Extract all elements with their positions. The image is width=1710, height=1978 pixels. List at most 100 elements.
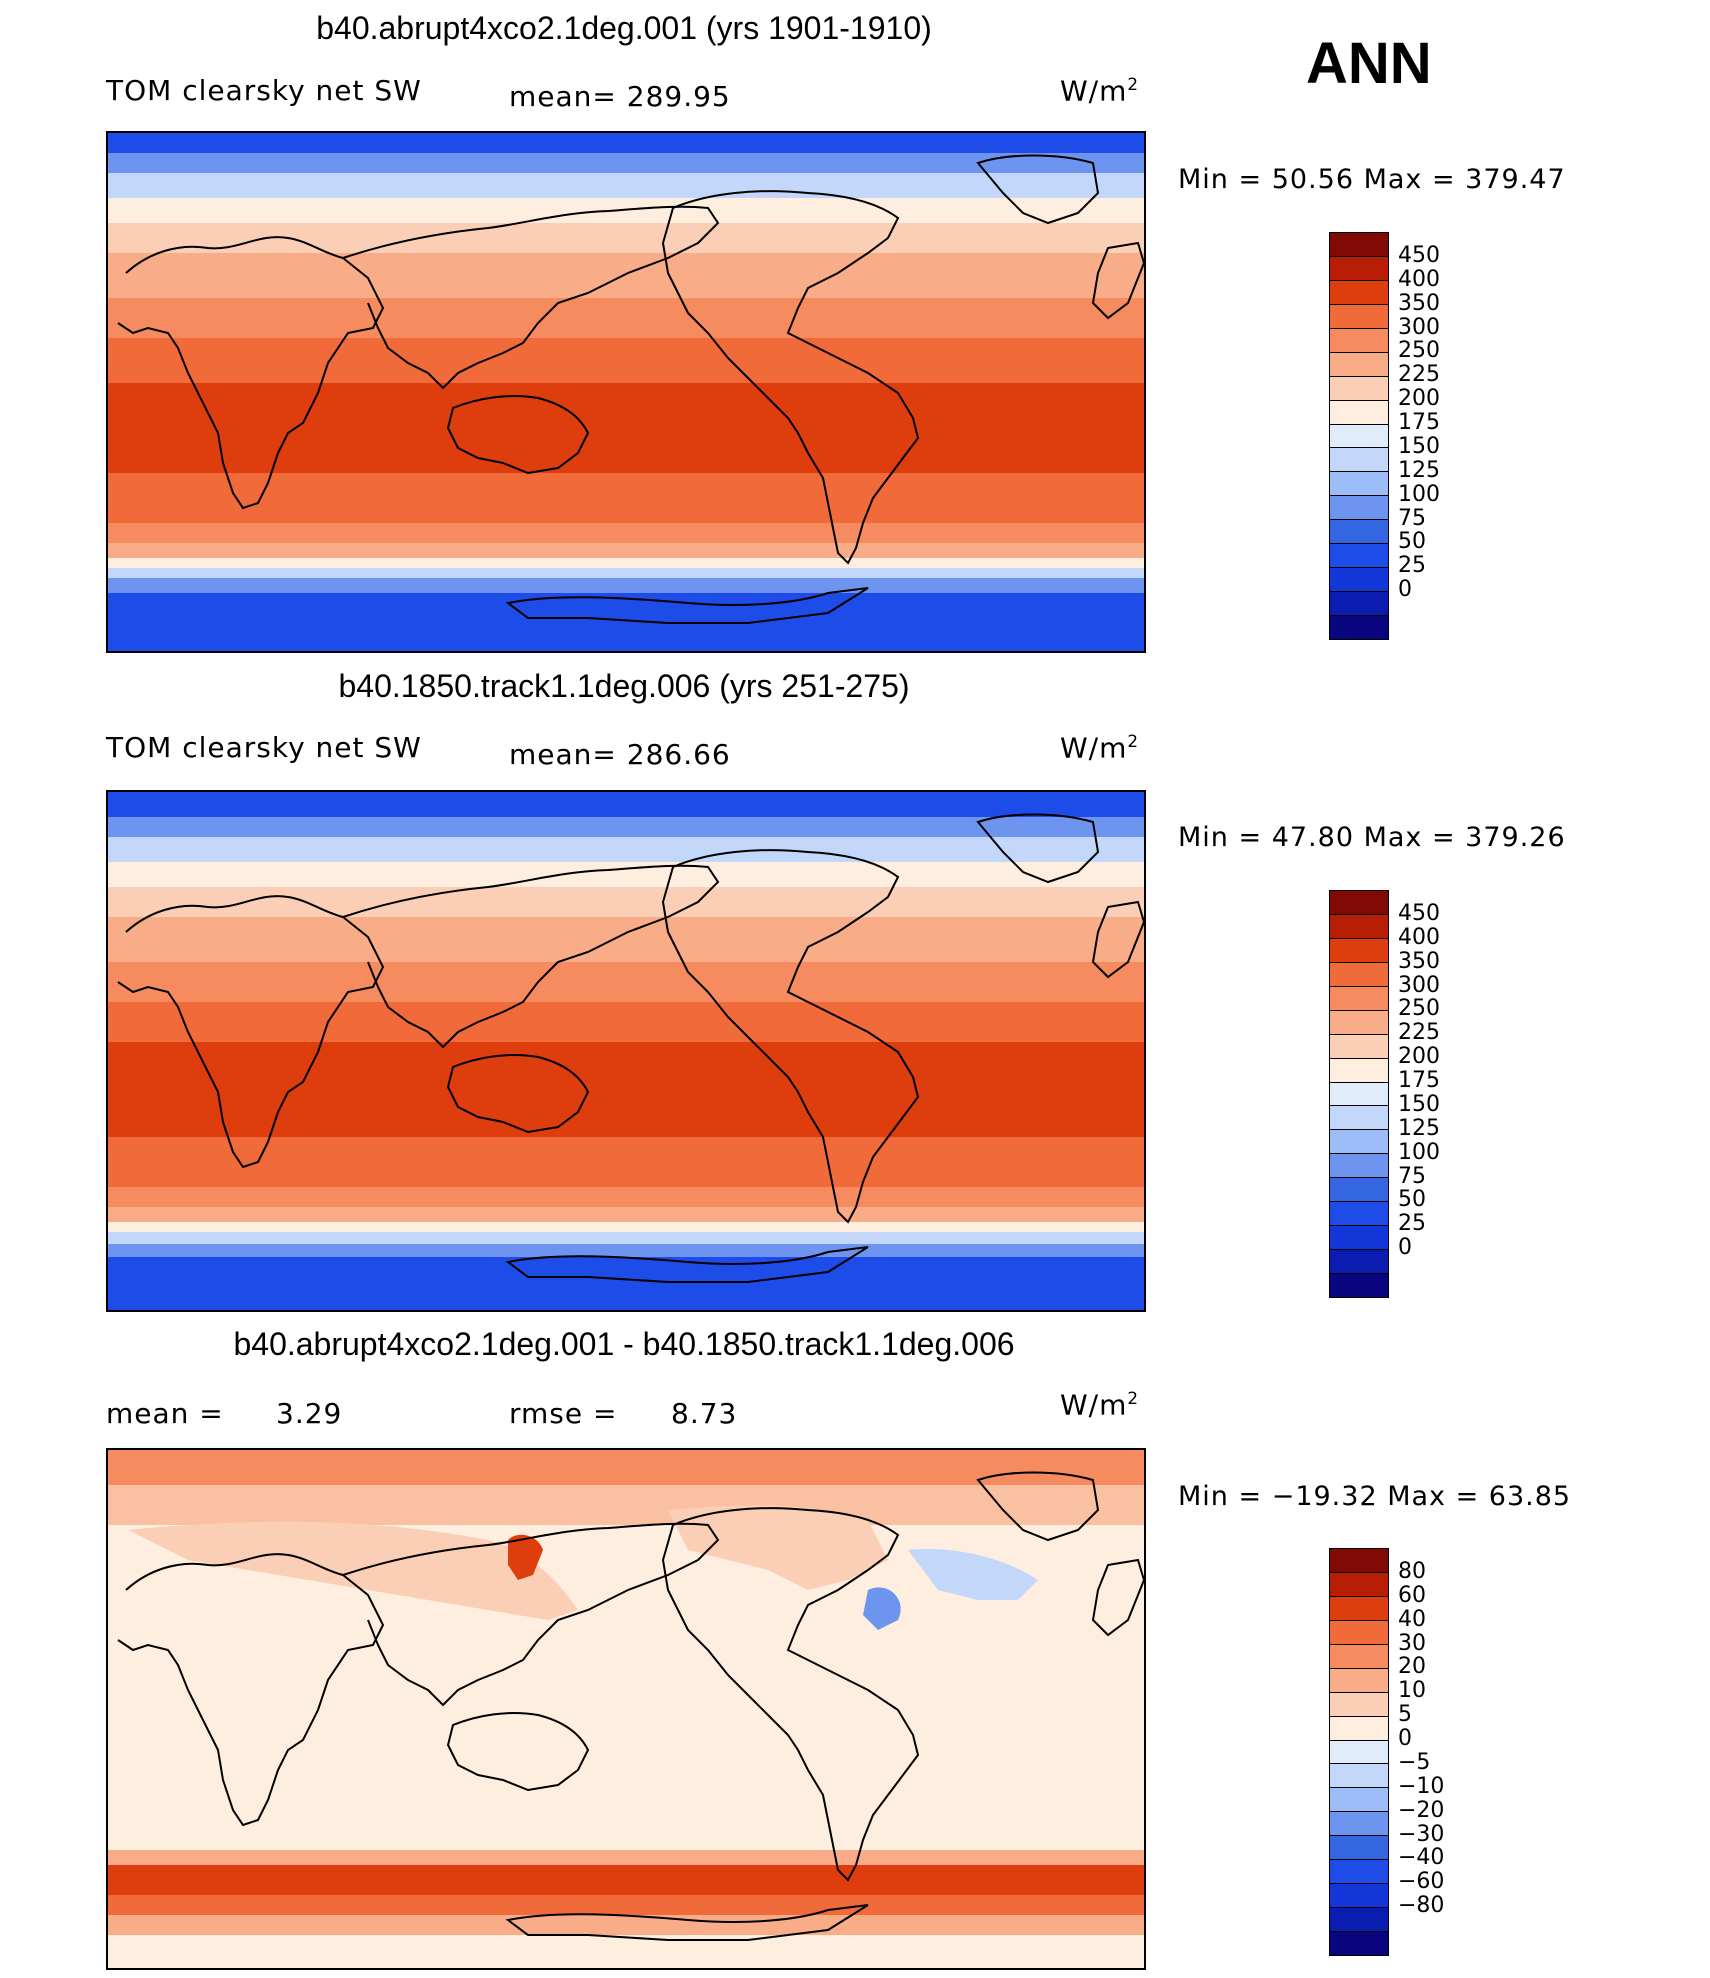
band bbox=[108, 383, 1144, 473]
panel2-mean: mean= 286.66 bbox=[509, 738, 731, 771]
panel2-units: W/m2 bbox=[1060, 731, 1140, 765]
colorbar-tick-label: 175 bbox=[1398, 1068, 1440, 1094]
colorbar-swatch bbox=[1330, 352, 1388, 377]
colorbar-tick-label: 75 bbox=[1398, 1163, 1426, 1189]
colorbar-tick-label: 350 bbox=[1398, 290, 1440, 316]
coolspot bbox=[863, 1587, 901, 1630]
colorbar-swatch bbox=[1330, 938, 1388, 963]
colorbar-tick-label: 350 bbox=[1398, 948, 1440, 974]
colorbar-tick-label: −5 bbox=[1398, 1749, 1431, 1775]
panel3-map-svg bbox=[108, 1450, 1144, 1968]
colorbar-tick-label: 175 bbox=[1398, 410, 1440, 436]
band bbox=[108, 558, 1144, 568]
band bbox=[108, 1222, 1144, 1232]
panel2-minmax: Min = 47.80 Max = 379.26 bbox=[1178, 822, 1566, 853]
panel2-map bbox=[106, 790, 1146, 1312]
colorbar-tick-label: 100 bbox=[1398, 481, 1440, 507]
colorbar-swatch bbox=[1330, 1884, 1388, 1909]
colorbar-swatch bbox=[1330, 1154, 1388, 1179]
colorbar-tick-label: 300 bbox=[1398, 972, 1440, 998]
colorbar-tick-label: 5 bbox=[1398, 1702, 1412, 1728]
colorbar-swatch bbox=[1330, 1620, 1388, 1645]
band bbox=[108, 1137, 1144, 1187]
colorbar-tick-label: 30 bbox=[1398, 1630, 1426, 1656]
band bbox=[108, 338, 1144, 383]
colorbar-swatch bbox=[1330, 1836, 1388, 1861]
colorbar-swatch bbox=[1330, 891, 1388, 915]
band bbox=[108, 253, 1144, 298]
colorbar-tick-label: −30 bbox=[1398, 1821, 1445, 1847]
colorbar-swatch bbox=[1330, 256, 1388, 281]
colorbar-tick-label: 80 bbox=[1398, 1558, 1426, 1584]
arctic-band bbox=[108, 1450, 1144, 1485]
colorbar-tick-label: 100 bbox=[1398, 1139, 1440, 1165]
season-label: ANN bbox=[1306, 31, 1432, 96]
colorbar-swatch bbox=[1330, 472, 1388, 497]
colorbar-swatch bbox=[1330, 1034, 1388, 1059]
coolspot bbox=[908, 1549, 1038, 1600]
panel3-colorbar bbox=[1329, 1548, 1389, 1956]
band bbox=[108, 543, 1144, 558]
panel2-title: b40.1850.track1.1deg.006 (yrs 251-275) bbox=[338, 668, 910, 704]
colorbar-swatch bbox=[1330, 1860, 1388, 1885]
colorbar-tick-label: 0 bbox=[1398, 577, 1412, 603]
colorbar-swatch bbox=[1330, 592, 1388, 616]
colorbar-swatch bbox=[1330, 544, 1388, 569]
band bbox=[108, 153, 1144, 173]
colorbar-swatch bbox=[1330, 328, 1388, 353]
colorbar-tick-label: 250 bbox=[1398, 338, 1440, 364]
hotspot bbox=[508, 1534, 543, 1580]
colorbar-swatch bbox=[1330, 496, 1388, 521]
colorbar-swatch bbox=[1330, 914, 1388, 939]
band bbox=[108, 1244, 1144, 1257]
colorbar-tick-label: −20 bbox=[1398, 1797, 1445, 1823]
band bbox=[108, 917, 1144, 962]
band bbox=[108, 1207, 1144, 1222]
colorbar-swatch bbox=[1330, 1692, 1388, 1717]
colorbar-tick-label: 0 bbox=[1398, 1235, 1412, 1261]
band bbox=[108, 837, 1144, 862]
colorbar-swatch bbox=[1330, 1106, 1388, 1131]
coastlines bbox=[117, 813, 1144, 1283]
band bbox=[108, 1257, 1144, 1310]
panel3-mean-value: 3.29 bbox=[276, 1397, 343, 1430]
colorbar-tick-label: 125 bbox=[1398, 457, 1440, 483]
colorbar-tick-label: 10 bbox=[1398, 1678, 1426, 1704]
colorbar-tick-label: 150 bbox=[1398, 433, 1440, 459]
panel1-variable: TOM clearsky net SW bbox=[106, 74, 422, 107]
colorbar-tick-label: 225 bbox=[1398, 362, 1440, 388]
colorbar-swatch bbox=[1330, 1716, 1388, 1741]
colorbar-tick-label: 50 bbox=[1398, 529, 1426, 555]
panel1-title: b40.abrupt4xco2.1deg.001 (yrs 1901-1910) bbox=[316, 10, 932, 46]
band bbox=[108, 862, 1144, 887]
colorbar-swatch bbox=[1330, 1226, 1388, 1251]
colorbar-swatch bbox=[1330, 1932, 1388, 1955]
colorbar-tick-label: −10 bbox=[1398, 1773, 1445, 1799]
colorbar-swatch bbox=[1330, 1274, 1388, 1297]
colorbar-swatch bbox=[1330, 1058, 1388, 1083]
band bbox=[108, 568, 1144, 578]
band bbox=[108, 173, 1144, 198]
southern-band bbox=[108, 1915, 1144, 1935]
colorbar-tick-label: −40 bbox=[1398, 1845, 1445, 1871]
panel2-colorbar bbox=[1329, 890, 1389, 1298]
panel3-minmax: Min = −19.32 Max = 63.85 bbox=[1178, 1481, 1572, 1512]
colorbar-swatch bbox=[1330, 1130, 1388, 1155]
colorbar-tick-label: 0 bbox=[1398, 1726, 1412, 1752]
band bbox=[108, 792, 1144, 817]
panel3-mean-label: mean = bbox=[106, 1397, 224, 1430]
colorbar-tick-label: 40 bbox=[1398, 1606, 1426, 1632]
colorbar-tick-label: 20 bbox=[1398, 1654, 1426, 1680]
colorbar-swatch bbox=[1330, 1178, 1388, 1203]
band bbox=[108, 1232, 1144, 1244]
colorbar-swatch bbox=[1330, 1788, 1388, 1813]
panel1-map bbox=[106, 131, 1146, 653]
colorbar-tick-label: −60 bbox=[1398, 1869, 1445, 1895]
colorbar-swatch bbox=[1330, 1668, 1388, 1693]
colorbar-swatch bbox=[1330, 280, 1388, 305]
panel3-units: W/m2 bbox=[1060, 1388, 1140, 1422]
colorbar-tick-label: 450 bbox=[1398, 900, 1440, 926]
coastlines bbox=[117, 1471, 1144, 1941]
band bbox=[108, 962, 1144, 1002]
band bbox=[108, 1042, 1144, 1137]
